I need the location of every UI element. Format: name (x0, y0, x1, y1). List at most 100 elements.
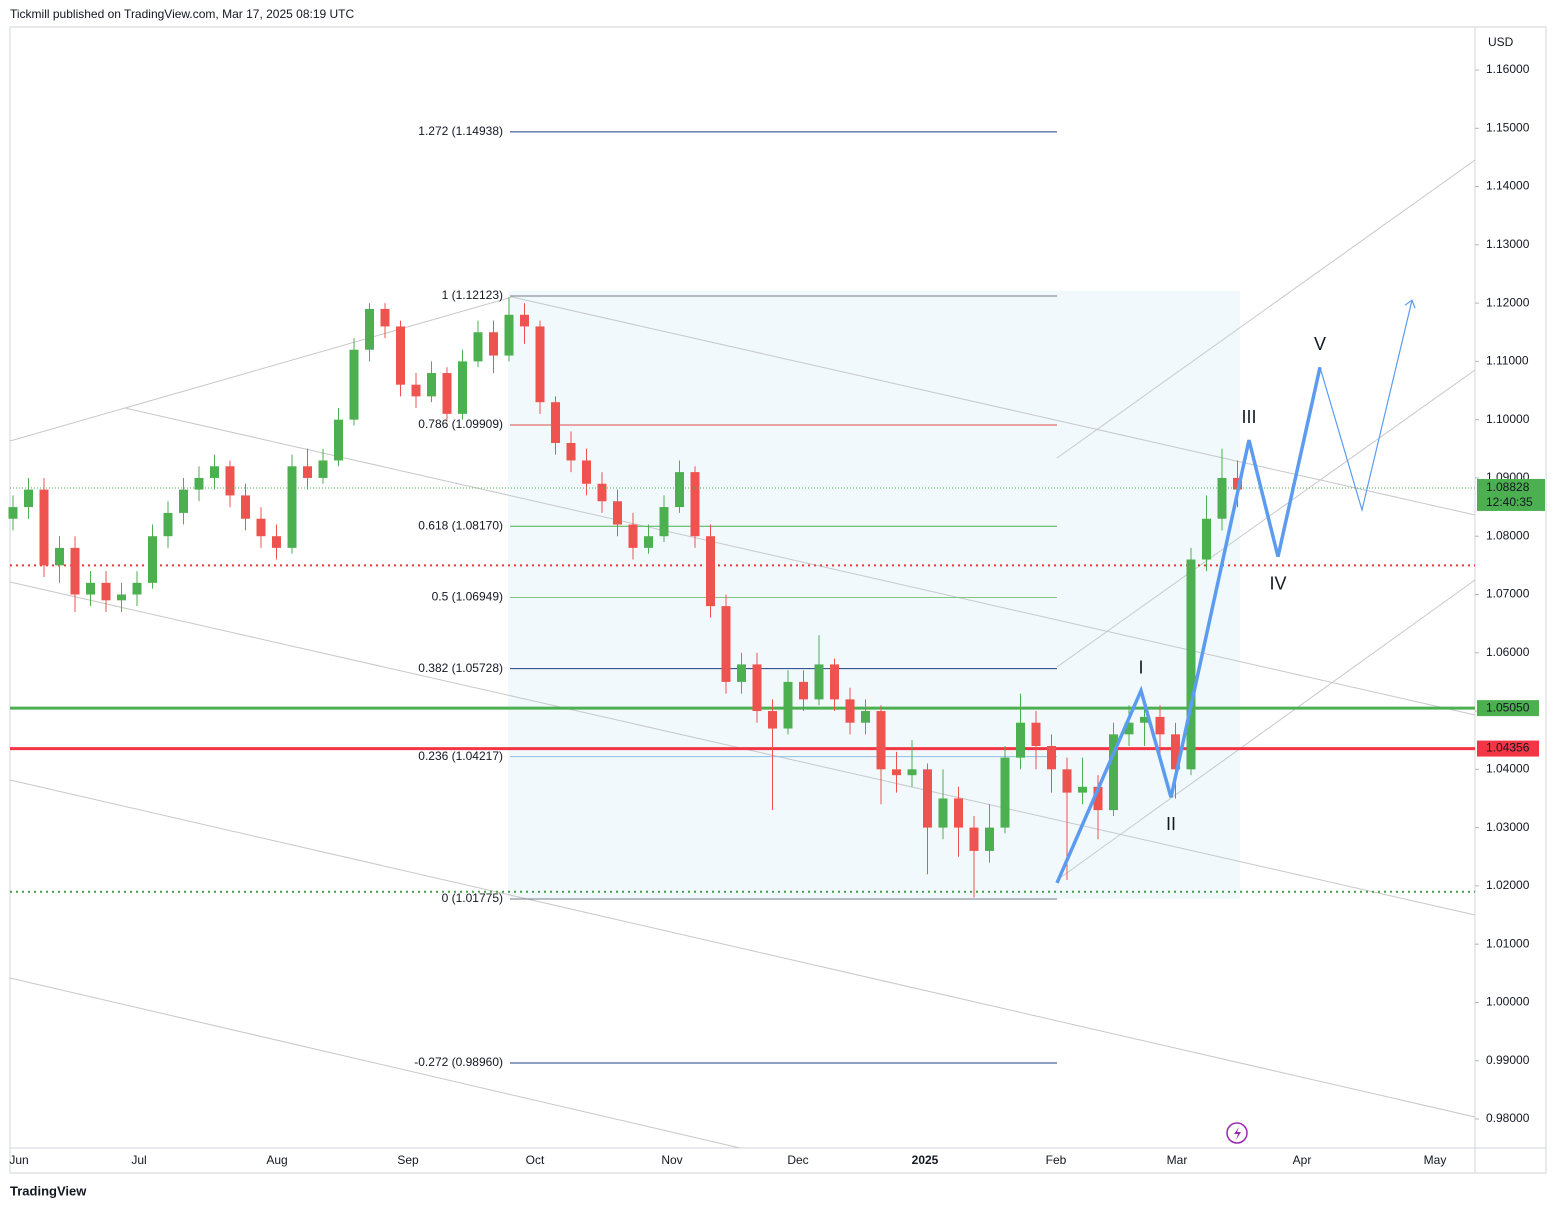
price-badge (1477, 740, 1539, 757)
candle-body (39, 489, 49, 566)
y-tick-label: 1.13000 (1486, 237, 1530, 251)
y-tick-label: 1.15000 (1486, 120, 1530, 134)
candle-body (1078, 786, 1087, 793)
y-tick-label: 1.11000 (1486, 354, 1529, 368)
projection-path (1319, 300, 1413, 513)
y-tick-label: 1.01000 (1486, 936, 1530, 950)
candle-body (303, 466, 312, 478)
fib-zone (508, 290, 1240, 899)
candle-body (24, 489, 33, 508)
x-tick-label: Feb (1046, 1153, 1067, 1167)
fib-label: 1.272 (1.14938) (418, 124, 503, 138)
footer-brand: TradingView (10, 1183, 87, 1198)
last-price-badge (1477, 478, 1545, 511)
candle-body (628, 524, 638, 548)
y-tick-label: 1.08000 (1486, 528, 1530, 542)
candle-body (473, 332, 483, 362)
x-tick-label: Apr (1293, 1153, 1312, 1167)
x-tick-label: Nov (661, 1153, 682, 1167)
candle-body (1186, 559, 1196, 770)
candle-body (566, 442, 576, 461)
y-tick-label: 1.12000 (1486, 295, 1530, 309)
event-bolt (1234, 1127, 1241, 1140)
y-tick-label: 1.16000 (1486, 62, 1530, 76)
candle-body (334, 419, 343, 461)
trendline (9, 977, 741, 1149)
candle-body (1016, 722, 1025, 758)
candle-body (1124, 722, 1134, 735)
candle-body (318, 460, 328, 478)
fib-label: 0.236 (1.04217) (418, 749, 503, 763)
candle-body (287, 466, 297, 548)
y-tick-label: 0.99000 (1486, 1053, 1530, 1067)
candle-body (814, 664, 824, 700)
candle-body (504, 314, 514, 356)
candle-body (768, 711, 777, 729)
candle-body (256, 518, 266, 537)
event-icon[interactable] (1226, 1122, 1248, 1144)
candle-body (861, 711, 870, 723)
candle-body (690, 472, 700, 537)
candle-body (1155, 716, 1165, 735)
candle-body (1000, 757, 1010, 828)
candle-body (380, 308, 390, 327)
candle-body (1140, 716, 1149, 723)
fib-label: 0.618 (1.08170) (418, 518, 503, 532)
price-badge (1477, 700, 1539, 717)
price-badge-label: 1.05050 (1486, 700, 1530, 714)
fib-label: -0.272 (0.98960) (414, 1055, 503, 1069)
candle-body (272, 536, 281, 548)
candle-body (845, 699, 855, 723)
wave-label: II (1166, 814, 1176, 834)
candle-body (520, 314, 529, 327)
candle-body (907, 769, 917, 776)
x-tick-label: Dec (787, 1153, 808, 1167)
frame (9, 26, 1547, 1174)
candle-body (179, 489, 188, 513)
candle-body (148, 536, 157, 583)
header: Tickmill published on TradingView.com, M… (10, 7, 355, 21)
candle-body (101, 582, 111, 601)
candle-body (349, 349, 359, 420)
last-price-label: 1.08828 (1486, 480, 1530, 494)
trendline (1056, 579, 1476, 881)
x-tick-label: Mar (1167, 1153, 1188, 1167)
candle-body (241, 495, 250, 519)
x-tick-label: May (1424, 1153, 1447, 1167)
candle-body (365, 308, 374, 350)
candle-body (163, 512, 173, 537)
candle-body (1233, 477, 1242, 490)
x-tick-label: Sep (397, 1153, 419, 1167)
y-tick-label: 1.07000 (1486, 587, 1530, 601)
y-tick-label: 1.03000 (1486, 820, 1530, 834)
candle-body (210, 466, 219, 478)
x-tick-label: Jul (131, 1153, 146, 1167)
trendline (9, 779, 1476, 1118)
y-tick-label: 1.10000 (1486, 412, 1530, 426)
candle-body (969, 827, 979, 851)
candle-body (659, 507, 669, 537)
candle-body (675, 472, 684, 508)
candle-body (582, 460, 591, 484)
y-tick-label: 0.98000 (1486, 1111, 1530, 1125)
candle-body (1093, 786, 1103, 811)
wave-path (1055, 366, 1322, 884)
trendline (511, 296, 1476, 516)
candle-body (117, 594, 126, 601)
countdown: 12:40:35 (1486, 495, 1533, 509)
candle-body (70, 547, 80, 595)
candle-body (442, 373, 452, 414)
candle-body (535, 326, 545, 403)
candle-body (721, 606, 731, 682)
candle-body (783, 681, 793, 729)
candle-body (86, 582, 95, 595)
candle-body (892, 769, 901, 776)
candle-body (1031, 722, 1041, 747)
candle-body (1062, 769, 1072, 793)
candle-body (923, 769, 932, 828)
candle-body (427, 373, 436, 397)
candle-body (1109, 734, 1118, 811)
fib-label: 0.786 (1.09909) (418, 417, 503, 431)
y-tick-label: 1.14000 (1486, 179, 1530, 193)
